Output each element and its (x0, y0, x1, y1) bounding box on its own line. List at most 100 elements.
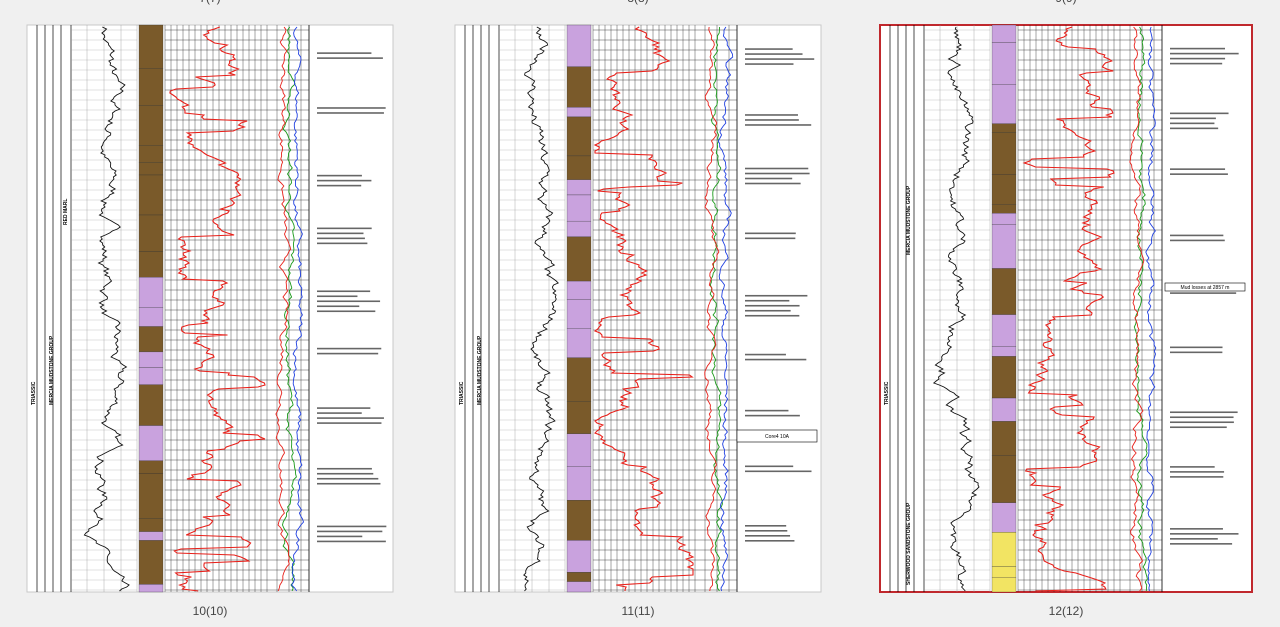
lithology (991, 123, 1017, 133)
page-label: 9(9) (1055, 0, 1076, 5)
remark-text (1170, 528, 1223, 530)
lithology (991, 42, 1017, 85)
page-thumbnail[interactable]: TRIASSIC MERCIA MUDSTONE GROUP SHERWOOD SA… (879, 24, 1253, 593)
resistivity-curve (169, 26, 266, 592)
lithology (566, 581, 592, 593)
formation-label: TRIASSIC (31, 381, 37, 405)
remark-text (1170, 47, 1225, 50)
remark-text (745, 299, 790, 302)
lithology (566, 179, 592, 196)
remark-text (317, 525, 387, 528)
log-curve (1145, 26, 1157, 592)
lithology (991, 132, 1017, 175)
remark-text (317, 472, 374, 475)
remark-text (745, 540, 795, 542)
remark-text (745, 124, 812, 126)
lithology (138, 105, 164, 146)
log-curve (282, 26, 297, 592)
remark-text (745, 309, 791, 312)
lithology (138, 518, 164, 532)
remark-text (745, 53, 803, 55)
remark-text (1170, 112, 1229, 115)
lithology (991, 204, 1017, 214)
remark-text (1170, 351, 1223, 354)
lithology (991, 397, 1017, 422)
gamma-curve (523, 26, 559, 592)
remark-text (1170, 421, 1234, 424)
remark-box (1164, 282, 1246, 292)
page-label: 10(10) (193, 604, 228, 618)
remark-text (317, 184, 362, 187)
lithology (138, 460, 164, 474)
remark-text (317, 352, 379, 355)
log-curve (275, 26, 292, 592)
lithology (991, 213, 1017, 225)
lithology (991, 346, 1017, 357)
remark-text (745, 58, 815, 60)
lithology (566, 24, 592, 67)
remark-text (317, 412, 362, 414)
remark-text (317, 310, 376, 313)
page-thumbnail[interactable]: TRIASSIC MERCIA MUDSTONE GROUP Core4 10A (454, 24, 822, 593)
remark: Core4 10A (765, 434, 790, 440)
formation-label: SHERWOOD SANDSTONE GROUP (906, 502, 912, 585)
remark-text (317, 305, 360, 308)
formation-label: MERCIA MUDSTONE GROUP (49, 335, 55, 405)
remark-text (317, 407, 371, 409)
remark-text (1170, 62, 1223, 65)
lithology (138, 251, 164, 278)
remark-text (317, 300, 381, 303)
lithology (991, 356, 1017, 399)
remark-text (1170, 122, 1215, 125)
remark-text (1170, 346, 1223, 349)
formation-label: RED MARL (63, 199, 69, 225)
lithology (566, 280, 592, 300)
lithology (991, 84, 1017, 124)
remark-text (317, 290, 371, 293)
remark-text (317, 417, 384, 419)
remark-text (745, 294, 808, 297)
lithology (991, 566, 1017, 578)
remark-text (317, 535, 363, 538)
lithology (566, 540, 592, 573)
lithology (138, 384, 164, 426)
log-curve (1133, 26, 1148, 592)
lithology (991, 268, 1017, 315)
gamma-curve (932, 26, 980, 592)
remark-text (317, 477, 379, 480)
remark-text (745, 304, 800, 307)
page-thumbnail[interactable]: TRIASSIC MERCIA MUDSTONE GROUP RED MARL (26, 24, 394, 593)
remark-text (745, 119, 799, 121)
page-label: 11(11) (622, 604, 655, 618)
lithology (566, 500, 592, 541)
lithology (566, 299, 592, 329)
lithology (138, 24, 164, 69)
remark-text (1170, 117, 1216, 120)
lithology (566, 357, 592, 402)
lithology (138, 540, 164, 585)
remark-text (317, 237, 365, 240)
remark-text (745, 48, 793, 50)
lithology (138, 351, 164, 368)
page-label: 8(8) (627, 0, 648, 5)
remark-text (745, 237, 796, 240)
lithology (566, 328, 592, 358)
lithology (138, 425, 164, 462)
lithology (138, 214, 164, 252)
remark-text (745, 182, 801, 185)
remark-text (745, 232, 796, 235)
remark-text (1170, 52, 1239, 55)
lithology (566, 572, 592, 582)
remark-text (317, 482, 381, 485)
remark-text (317, 295, 358, 298)
remark-text (1170, 168, 1226, 170)
lithology (991, 314, 1017, 347)
remark-text (1170, 411, 1238, 414)
remark-text (317, 242, 368, 245)
lithology (138, 307, 164, 327)
log-curve (704, 26, 720, 592)
remark-text (745, 409, 789, 412)
lithology (138, 145, 164, 163)
remark-text (1170, 538, 1218, 540)
remark-text (317, 530, 383, 533)
